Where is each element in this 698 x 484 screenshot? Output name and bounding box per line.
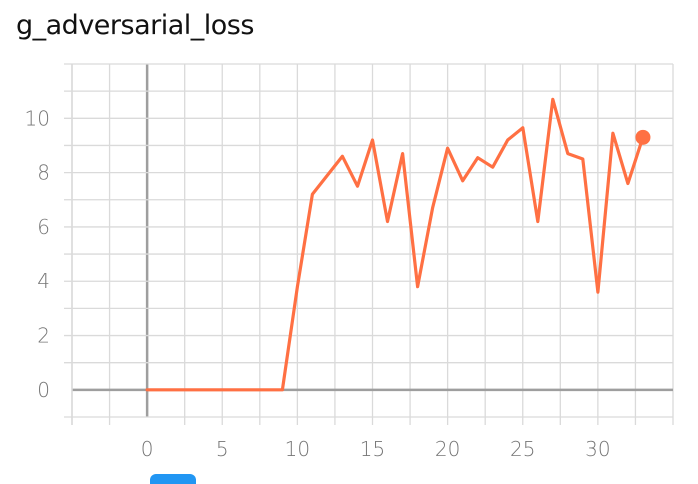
y-tick-label: 8	[37, 161, 50, 185]
x-tick-label: 20	[435, 437, 460, 461]
last-point-marker	[635, 129, 651, 145]
x-tick-label: 10	[285, 437, 310, 461]
y-tick-label: 10	[25, 106, 50, 130]
y-tick-label: 2	[37, 324, 50, 348]
x-tick-label: 30	[585, 437, 610, 461]
series-line	[145, 97, 645, 392]
x-tick-label: 25	[510, 437, 535, 461]
y-tick-label: 6	[37, 215, 50, 239]
x-tick-label: 5	[216, 437, 229, 461]
y-tick-label: 0	[37, 378, 50, 402]
y-tick-label: 4	[37, 269, 50, 293]
x-tick-label: 15	[360, 437, 385, 461]
x-tick-label: 0	[141, 437, 154, 461]
expand-toggle-tab[interactable]	[150, 474, 196, 484]
chart-title: g_adversarial_loss	[16, 10, 254, 41]
